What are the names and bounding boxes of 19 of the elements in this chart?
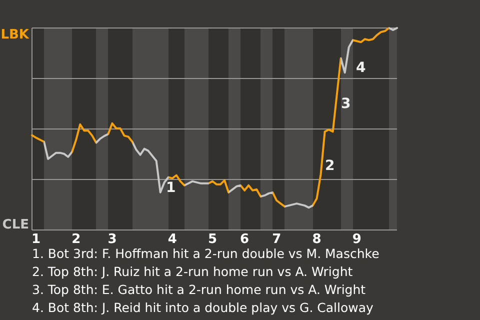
text: LBK bbox=[0, 28, 30, 43]
annotation: 3 bbox=[341, 96, 351, 112]
text: CLE bbox=[2, 218, 29, 233]
text: 3. Top 8th: E. Gatto hit a 2-run home run vs A. Wright bbox=[32, 282, 366, 297]
x-tick-label: 1 bbox=[31, 232, 41, 247]
text: 2. Top 8th: J. Ruiz hit a 2-run home run vs A. Wright bbox=[32, 264, 353, 279]
x-tick-label: 3 bbox=[108, 232, 117, 247]
annotation: 4 bbox=[356, 60, 366, 76]
x-tick-label: 9 bbox=[352, 232, 362, 247]
text: 4. Bot 8th: J. Reid hit into a double play vs G. Calloway bbox=[32, 300, 374, 315]
text: 1. Bot 3rd: F. Hoffman hit a 2-run double vs M. Maschke bbox=[32, 246, 380, 261]
x-tick-label: 7 bbox=[272, 232, 282, 247]
x-tick-label: 4 bbox=[168, 232, 177, 247]
x-tick-label: 6 bbox=[240, 232, 250, 247]
x-tick-label: 8 bbox=[312, 232, 322, 247]
annotation: 1 bbox=[166, 180, 176, 196]
x-tick-label: 2 bbox=[72, 232, 81, 247]
x-tick-label: 5 bbox=[208, 232, 218, 247]
annotation: 2 bbox=[325, 158, 335, 174]
